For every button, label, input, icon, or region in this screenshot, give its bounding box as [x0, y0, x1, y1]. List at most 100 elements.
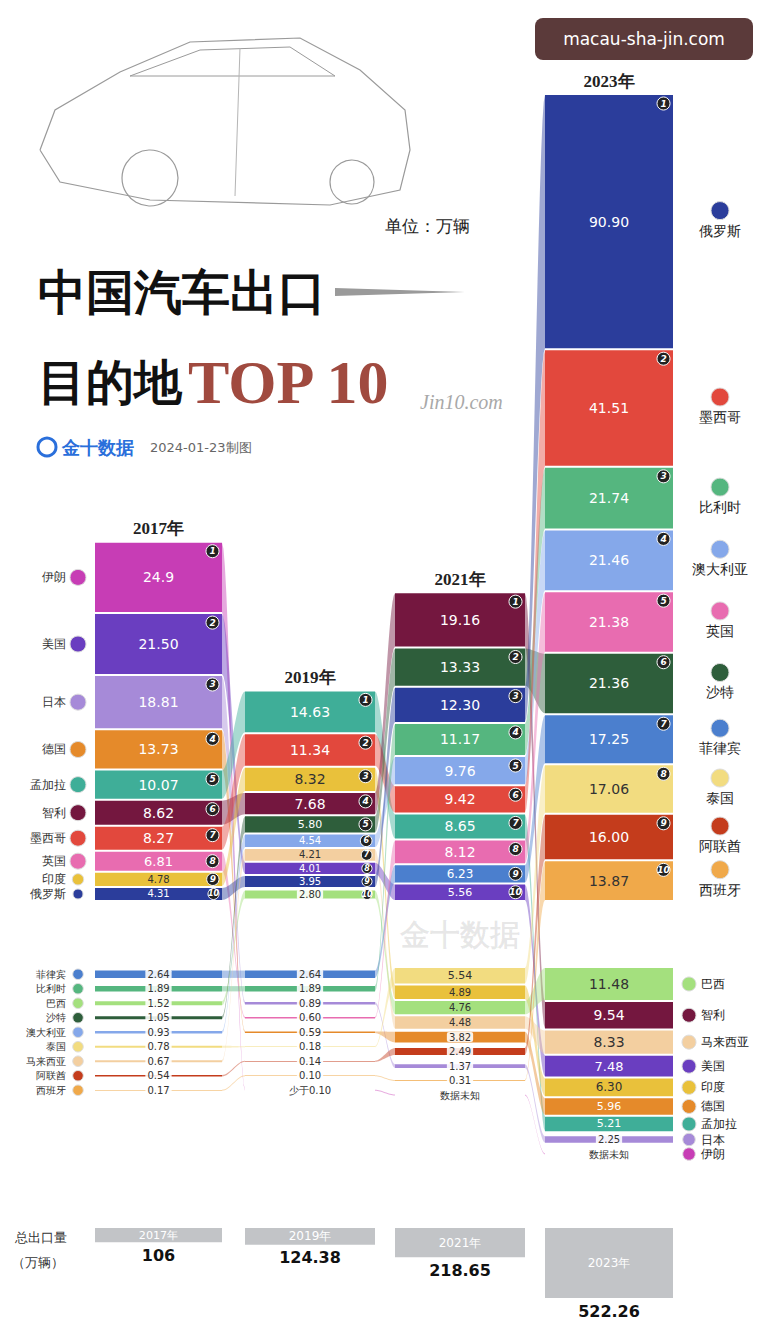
- svg-text:8.27: 8.27: [143, 830, 174, 846]
- svg-text:2019年: 2019年: [289, 1229, 332, 1243]
- svg-text:比利时: 比利时: [36, 983, 66, 994]
- svg-text:17.06: 17.06: [589, 781, 629, 797]
- svg-text:21.36: 21.36: [589, 675, 629, 691]
- svg-text:澳大利亚: 澳大利亚: [692, 561, 748, 577]
- svg-text:日本: 日本: [701, 1133, 725, 1147]
- svg-text:5.21: 5.21: [597, 1117, 622, 1130]
- svg-text:菲律宾: 菲律宾: [699, 740, 741, 756]
- svg-text:1: 1: [660, 99, 666, 109]
- svg-text:5.56: 5.56: [448, 886, 473, 899]
- svg-text:522.26: 522.26: [578, 1302, 640, 1321]
- svg-text:5.96: 5.96: [597, 1100, 622, 1113]
- svg-text:6: 6: [363, 836, 369, 845]
- svg-text:13.87: 13.87: [589, 873, 629, 889]
- svg-text:9.54: 9.54: [593, 1007, 624, 1023]
- svg-text:8.65: 8.65: [444, 818, 475, 834]
- svg-text:4.31: 4.31: [147, 888, 169, 899]
- svg-text:4.89: 4.89: [449, 987, 471, 998]
- svg-text:澳大利亚: 澳大利亚: [26, 1027, 66, 1038]
- svg-text:6: 6: [512, 790, 518, 800]
- svg-text:智利: 智利: [701, 1008, 725, 1022]
- svg-text:7: 7: [364, 850, 370, 859]
- svg-text:巴西: 巴西: [46, 998, 66, 1009]
- svg-text:2.49: 2.49: [449, 1046, 471, 1057]
- svg-text:0.10: 0.10: [299, 1070, 321, 1081]
- svg-text:7: 7: [209, 830, 216, 840]
- svg-text:英国: 英国: [706, 623, 734, 639]
- svg-text:11.17: 11.17: [440, 731, 480, 747]
- svg-text:沙特: 沙特: [706, 684, 734, 700]
- svg-text:8: 8: [364, 864, 370, 873]
- svg-text:4.54: 4.54: [299, 835, 321, 846]
- svg-text:金十数据: 金十数据: [399, 917, 520, 952]
- svg-text:中国汽车出口: 中国汽车出口: [38, 264, 326, 320]
- svg-text:9: 9: [364, 877, 370, 886]
- svg-text:10: 10: [657, 865, 670, 875]
- svg-text:8.12: 8.12: [444, 844, 475, 860]
- svg-text:1.52: 1.52: [147, 998, 169, 1009]
- svg-text:8.62: 8.62: [143, 805, 174, 821]
- svg-text:2023年: 2023年: [588, 1256, 631, 1270]
- svg-text:0.93: 0.93: [147, 1027, 169, 1038]
- svg-text:巴西: 巴西: [701, 977, 725, 991]
- svg-text:10: 10: [361, 890, 373, 899]
- svg-text:macau-sha-jin.com: macau-sha-jin.com: [563, 29, 725, 49]
- svg-text:2019年: 2019年: [285, 668, 336, 687]
- svg-text:8.32: 8.32: [294, 771, 325, 787]
- svg-text:1.37: 1.37: [449, 1061, 471, 1072]
- svg-text:阿联酋: 阿联酋: [36, 1070, 66, 1081]
- svg-text:9: 9: [660, 818, 666, 828]
- svg-text:6: 6: [209, 804, 215, 814]
- svg-text:124.38: 124.38: [279, 1248, 341, 1267]
- svg-text:9: 9: [210, 874, 216, 884]
- svg-text:9.76: 9.76: [444, 763, 475, 779]
- svg-text:总出口量: 总出口量: [14, 1230, 67, 1245]
- svg-text:11.48: 11.48: [589, 976, 629, 992]
- svg-text:3: 3: [362, 771, 368, 781]
- svg-text:马来西亚: 马来西亚: [701, 1035, 749, 1049]
- svg-text:0.78: 0.78: [147, 1041, 169, 1052]
- svg-text:24.9: 24.9: [143, 569, 174, 585]
- svg-text:2.80: 2.80: [299, 889, 321, 900]
- svg-text:18.81: 18.81: [138, 694, 178, 710]
- svg-text:0.17: 0.17: [147, 1085, 169, 1096]
- svg-text:14.63: 14.63: [290, 704, 330, 720]
- svg-text:2023年: 2023年: [584, 72, 635, 91]
- svg-text:5: 5: [362, 819, 368, 829]
- svg-text:2: 2: [512, 652, 518, 662]
- svg-text:5: 5: [209, 774, 215, 784]
- svg-text:（万辆）: （万辆）: [12, 1255, 64, 1270]
- svg-text:10: 10: [509, 887, 522, 897]
- svg-text:7.68: 7.68: [294, 796, 325, 812]
- svg-text:西班牙: 西班牙: [36, 1085, 66, 1096]
- svg-text:5: 5: [660, 596, 666, 606]
- svg-text:2021年: 2021年: [439, 1236, 482, 1250]
- svg-text:智利: 智利: [42, 806, 66, 820]
- svg-text:3: 3: [209, 679, 215, 689]
- svg-text:菲律宾: 菲律宾: [36, 969, 66, 980]
- svg-text:0.60: 0.60: [299, 1012, 321, 1023]
- svg-text:0.31: 0.31: [449, 1075, 471, 1086]
- svg-text:少于0.10: 少于0.10: [289, 1085, 331, 1096]
- svg-text:7: 7: [660, 719, 667, 729]
- svg-text:伊朗: 伊朗: [701, 1147, 725, 1161]
- svg-text:泰国: 泰国: [46, 1041, 66, 1052]
- svg-text:4: 4: [208, 734, 215, 744]
- svg-text:马来西亚: 马来西亚: [26, 1056, 66, 1067]
- svg-text:2.25: 2.25: [598, 1134, 620, 1145]
- svg-text:41.51: 41.51: [589, 400, 629, 416]
- svg-text:2017年: 2017年: [133, 519, 184, 538]
- svg-text:4.76: 4.76: [449, 1002, 471, 1013]
- svg-text:13.33: 13.33: [440, 659, 480, 675]
- svg-text:10: 10: [208, 889, 220, 898]
- svg-text:印度: 印度: [701, 1080, 725, 1094]
- svg-text:Jin10.com: Jin10.com: [420, 391, 503, 413]
- svg-text:美国: 美国: [701, 1059, 725, 1073]
- svg-text:单位：万辆: 单位：万辆: [385, 216, 470, 236]
- svg-text:17.25: 17.25: [589, 731, 629, 747]
- svg-text:印度: 印度: [42, 872, 66, 886]
- svg-text:德国: 德国: [701, 1099, 725, 1113]
- svg-text:数据未知: 数据未知: [589, 1149, 629, 1160]
- svg-text:3: 3: [512, 691, 518, 701]
- svg-text:0.18: 0.18: [299, 1041, 321, 1052]
